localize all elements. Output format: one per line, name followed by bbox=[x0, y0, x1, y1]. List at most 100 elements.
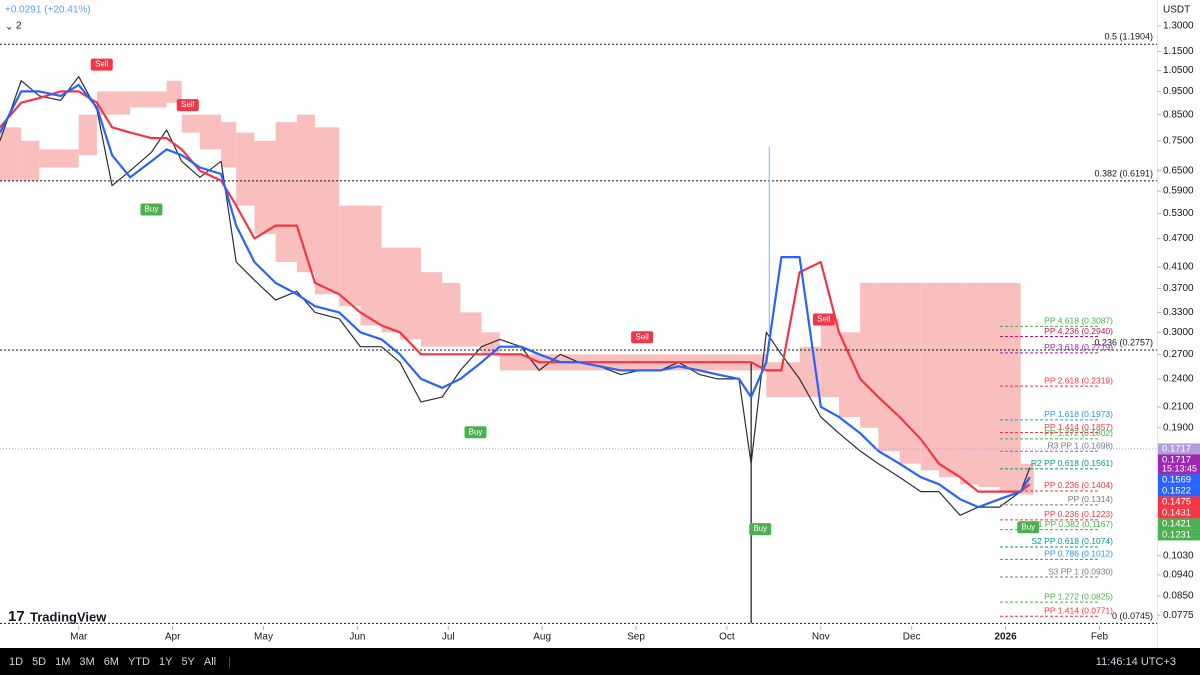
y-tick-label: 1.0500 bbox=[1163, 65, 1194, 76]
pivot-label: PP 3.618 (0.2719) bbox=[1044, 342, 1113, 352]
pivot-label: R3 PP 1 (0.1698) bbox=[1047, 440, 1113, 450]
pivot-label: S2 PP 0.618 (0.1074) bbox=[1031, 536, 1113, 546]
cloud-segment bbox=[360, 205, 382, 326]
range-button[interactable]: 5Y bbox=[181, 655, 195, 668]
range-button[interactable]: All bbox=[203, 655, 217, 668]
cloud-segment bbox=[130, 91, 152, 108]
price-tag-label: 0.1569 bbox=[1162, 474, 1191, 485]
series-line bbox=[0, 90, 1031, 493]
clock: 11:46:14 UTC+3 bbox=[1095, 656, 1176, 668]
pivot-label: PP 0.236 (0.1404) bbox=[1044, 480, 1113, 490]
y-tick-label: 1.1500 bbox=[1163, 46, 1194, 57]
signal-label: Sell bbox=[635, 332, 649, 341]
price-tag-label: 0.1231 bbox=[1162, 529, 1191, 540]
range-button[interactable]: 1Y bbox=[158, 655, 173, 668]
pivot-label: PP 1.414 (0.0771) bbox=[1044, 605, 1113, 615]
price-tag-label: 0.1522 bbox=[1162, 485, 1191, 496]
cloud-segment bbox=[21, 140, 40, 181]
cloud-segment bbox=[999, 282, 1021, 492]
pivot-label: S3 PP 1 (0.0930) bbox=[1048, 566, 1113, 576]
signal-label: Buy bbox=[753, 524, 767, 533]
countdown: 15:13:45 bbox=[1162, 463, 1197, 473]
signal-label: Sell bbox=[95, 60, 109, 69]
x-tick-label: Oct bbox=[719, 632, 735, 643]
axis-border bbox=[1157, 0, 1158, 648]
y-tick-label: 0.3000 bbox=[1163, 327, 1194, 338]
y-tick-label: 0.6500 bbox=[1163, 165, 1194, 176]
cloud-segment bbox=[78, 114, 97, 156]
cloud-segment bbox=[860, 282, 879, 428]
price-tag bbox=[1158, 507, 1200, 519]
y-tick-label: 0.2400 bbox=[1163, 374, 1194, 385]
signal bbox=[90, 58, 113, 71]
cloud-segment bbox=[199, 114, 222, 150]
series-line bbox=[0, 83, 1031, 509]
chart: +0.0291 (+20.41%) ⌄ 2 USDT 17 TradingVie… bbox=[0, 0, 1200, 648]
cloud-segment bbox=[166, 80, 182, 103]
range-button[interactable]: 1M bbox=[55, 655, 71, 668]
price-tag bbox=[1158, 496, 1200, 508]
separator: | bbox=[228, 655, 231, 668]
x-tick-label: Mar bbox=[70, 632, 88, 643]
price-tag bbox=[1158, 485, 1200, 497]
y-tick-label: 0.9500 bbox=[1163, 86, 1194, 97]
y-tick-label: 0.4700 bbox=[1163, 233, 1194, 244]
y-tick-label: 0.2700 bbox=[1163, 349, 1194, 360]
range-button[interactable]: 5D bbox=[32, 655, 47, 668]
signal-label: Buy bbox=[145, 205, 159, 214]
cloud-segment bbox=[799, 346, 821, 398]
cloud-segment bbox=[399, 247, 422, 340]
x-tick-label: Apr bbox=[165, 632, 181, 643]
y-tick-label: 0.0850 bbox=[1163, 590, 1194, 601]
signal-label: Sell bbox=[817, 315, 831, 324]
logo-mark: 17 bbox=[8, 608, 25, 625]
cloud-segment bbox=[60, 149, 79, 168]
cloud-segment bbox=[236, 132, 255, 206]
pivot-label: PP 2.618 (0.2319) bbox=[1044, 375, 1113, 385]
y-tick-label: 0.7500 bbox=[1163, 135, 1194, 146]
signal bbox=[749, 523, 772, 536]
x-tick-label: Feb bbox=[1091, 632, 1109, 643]
range-button[interactable]: 1D bbox=[9, 655, 24, 668]
pivot-label: PP 0.786 (0.1012) bbox=[1044, 549, 1113, 559]
cloud-segment bbox=[499, 354, 521, 371]
cloud-segment bbox=[275, 122, 297, 262]
price-tag-label: 0.1431 bbox=[1162, 507, 1191, 518]
cloud-segment bbox=[766, 362, 782, 398]
cloud-segment bbox=[151, 91, 167, 108]
cloud-segment bbox=[960, 282, 979, 485]
y-tick-label: 0.2100 bbox=[1163, 401, 1194, 412]
y-tick-label: 1.3000 bbox=[1163, 21, 1194, 32]
plot-area bbox=[0, 80, 1034, 495]
range-button[interactable]: YTD bbox=[127, 655, 150, 668]
fib-label: 0 (0.0745) bbox=[1112, 611, 1153, 621]
price-tag-label: 0.1717 bbox=[1162, 443, 1191, 454]
range-buttons: 1D 5D 1M 3M 6M YTD 1Y 5Y All bbox=[0, 656, 216, 668]
pivot-label: PP (0.1314) bbox=[1068, 494, 1113, 504]
range-button[interactable]: 6M bbox=[103, 655, 119, 668]
price-tag bbox=[1158, 474, 1200, 486]
x-tick-label: Nov bbox=[812, 632, 830, 643]
fib-label: 0.5 (1.1904) bbox=[1104, 32, 1153, 42]
cloud-segment bbox=[314, 127, 340, 295]
cloud-segment bbox=[0, 127, 22, 181]
signal bbox=[176, 99, 199, 112]
pivot-label: PP 1.618 (0.1973) bbox=[1044, 409, 1113, 419]
signal-label: Sell bbox=[181, 100, 195, 109]
x-tick-label: Jun bbox=[349, 632, 365, 643]
y-tick-label: 0.1030 bbox=[1163, 550, 1194, 561]
price-tag bbox=[1158, 518, 1200, 530]
pivot-label: PP 1.414 (0.1857) bbox=[1044, 422, 1113, 432]
x-tick-label: 2026 bbox=[994, 632, 1017, 643]
range-button[interactable]: 3M bbox=[79, 655, 95, 668]
pivot-label: R2 PP 0.618 (0.1561) bbox=[1031, 458, 1113, 468]
currency: USDT bbox=[1163, 5, 1190, 16]
cloud-segment bbox=[339, 205, 361, 307]
x-tick-label: Dec bbox=[903, 632, 921, 643]
pivot-label: PP 0.236 (0.1223) bbox=[1044, 509, 1113, 519]
price-tag bbox=[1158, 443, 1200, 455]
cloud-segment bbox=[460, 312, 482, 347]
change: +0.0291 (+20.41%) bbox=[5, 5, 91, 16]
fib-label: 0.236 (0.2757) bbox=[1094, 337, 1153, 347]
